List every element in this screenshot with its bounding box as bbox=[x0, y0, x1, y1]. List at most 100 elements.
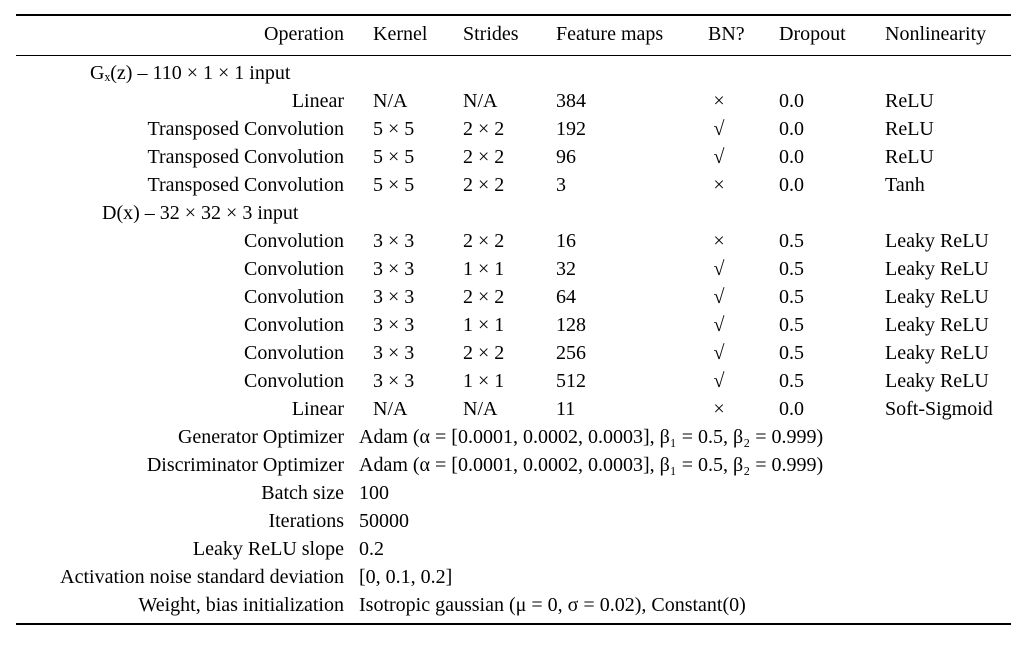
dropout-cell: 0.5 bbox=[779, 258, 804, 280]
operation-cell: Convolution bbox=[243, 342, 344, 364]
strides-cell: 1 × 1 bbox=[463, 370, 505, 392]
header-feature-maps: Feature maps bbox=[556, 23, 664, 45]
dropout-cell: 0.0 bbox=[779, 118, 804, 140]
nonlinearity-cell: Leaky ReLU bbox=[885, 258, 989, 280]
top-rule bbox=[16, 14, 1011, 16]
strides-cell: 2 × 2 bbox=[463, 174, 505, 196]
bn-cell: × bbox=[713, 90, 725, 112]
strides-cell: 2 × 2 bbox=[463, 230, 505, 252]
nonlinearity-cell: Soft-Sigmoid bbox=[885, 398, 993, 420]
strides-cell: 2 × 2 bbox=[463, 342, 505, 364]
feature-maps-cell: 512 bbox=[556, 370, 586, 392]
operation-cell: Linear bbox=[291, 398, 344, 420]
nonlinearity-cell: Leaky ReLU bbox=[885, 230, 989, 252]
bottom-rule bbox=[16, 623, 1011, 625]
bn-cell: √ bbox=[713, 146, 725, 168]
table-row: Convolution 3 × 3 1 × 1 512 √ 0.5 Leaky … bbox=[0, 367, 1024, 395]
dropout-cell: 0.5 bbox=[779, 230, 804, 252]
table-row: Transposed Convolution 5 × 5 2 × 2 96 √ … bbox=[0, 143, 1024, 171]
table-row: Convolution 3 × 3 2 × 2 64 √ 0.5 Leaky R… bbox=[0, 283, 1024, 311]
setting-value: Isotropic gaussian (μ = 0, σ = 0.02), Co… bbox=[359, 594, 746, 616]
table-row: Convolution 3 × 3 2 × 2 16 × 0.5 Leaky R… bbox=[0, 227, 1024, 255]
setting-label: Iterations bbox=[268, 510, 344, 532]
header-operation: Operation bbox=[264, 23, 344, 45]
feature-maps-cell: 128 bbox=[556, 314, 586, 336]
feature-maps-cell: 16 bbox=[556, 230, 576, 252]
operation-cell: Transposed Convolution bbox=[147, 146, 344, 168]
bn-cell: × bbox=[713, 230, 725, 252]
setting-value: 50000 bbox=[359, 510, 409, 532]
strides-cell: 1 × 1 bbox=[463, 314, 505, 336]
kernel-cell: 5 × 5 bbox=[373, 118, 415, 140]
strides-cell: 2 × 2 bbox=[463, 146, 505, 168]
dropout-cell: 0.0 bbox=[779, 174, 804, 196]
operation-cell: Linear bbox=[291, 90, 344, 112]
settings-row-iterations: Iterations 50000 bbox=[0, 507, 1024, 535]
table-row: Convolution 3 × 3 1 × 1 128 √ 0.5 Leaky … bbox=[0, 311, 1024, 339]
setting-value: 0.2 bbox=[359, 538, 384, 560]
bn-cell: × bbox=[713, 174, 725, 196]
header-strides: Strides bbox=[463, 23, 519, 45]
kernel-cell: 3 × 3 bbox=[373, 370, 415, 392]
kernel-cell: 5 × 5 bbox=[373, 146, 415, 168]
table-row: Linear N/A N/A 384 × 0.0 ReLU bbox=[0, 87, 1024, 115]
nonlinearity-cell: ReLU bbox=[885, 90, 934, 112]
setting-value: Adam (α = [0.0001, 0.0002, 0.0003], β₁ =… bbox=[359, 454, 824, 476]
header-rule bbox=[16, 55, 1011, 56]
kernel-cell: N/A bbox=[373, 398, 408, 420]
dropout-cell: 0.5 bbox=[779, 370, 804, 392]
table-row: Transposed Convolution 5 × 5 2 × 2 192 √… bbox=[0, 115, 1024, 143]
discriminator-section-row: D(x) – 32 × 32 × 3 input bbox=[0, 199, 1024, 227]
nonlinearity-cell: Leaky ReLU bbox=[885, 370, 989, 392]
dropout-cell: 0.5 bbox=[779, 314, 804, 336]
kernel-cell: 3 × 3 bbox=[373, 342, 415, 364]
setting-label: Activation noise standard deviation bbox=[60, 566, 344, 588]
settings-row-initialization: Weight, bias initialization Isotropic ga… bbox=[0, 591, 1024, 619]
settings-row-generator-optimizer: Generator Optimizer Adam (α = [0.0001, 0… bbox=[0, 423, 1024, 451]
header-kernel: Kernel bbox=[373, 23, 428, 45]
table-row: Transposed Convolution 5 × 5 2 × 2 3 × 0… bbox=[0, 171, 1024, 199]
feature-maps-cell: 64 bbox=[556, 286, 576, 308]
operation-cell: Transposed Convolution bbox=[147, 118, 344, 140]
nonlinearity-cell: ReLU bbox=[885, 146, 934, 168]
setting-label: Batch size bbox=[261, 482, 344, 504]
setting-label: Discriminator Optimizer bbox=[146, 454, 344, 476]
operation-cell: Convolution bbox=[243, 230, 344, 252]
header-row: Operation Kernel Strides Feature maps BN… bbox=[0, 16, 1024, 52]
nonlinearity-cell: ReLU bbox=[885, 118, 934, 140]
nonlinearity-cell: Leaky ReLU bbox=[885, 314, 989, 336]
generator-section-row: Gₓ(z) – 110 × 1 × 1 input bbox=[0, 59, 1024, 87]
feature-maps-cell: 32 bbox=[556, 258, 576, 280]
feature-maps-cell: 384 bbox=[556, 90, 586, 112]
bn-cell: √ bbox=[713, 342, 725, 364]
setting-label: Generator Optimizer bbox=[177, 426, 344, 448]
strides-cell: 1 × 1 bbox=[463, 258, 505, 280]
bn-cell: × bbox=[713, 398, 725, 420]
operation-cell: Convolution bbox=[243, 258, 344, 280]
feature-maps-cell: 11 bbox=[556, 398, 576, 420]
table-row: Linear N/A N/A 11 × 0.0 Soft-Sigmoid bbox=[0, 395, 1024, 423]
bn-cell: √ bbox=[713, 370, 725, 392]
nonlinearity-cell: Leaky ReLU bbox=[885, 286, 989, 308]
dropout-cell: 0.0 bbox=[779, 90, 804, 112]
table-row: Convolution 3 × 3 1 × 1 32 √ 0.5 Leaky R… bbox=[0, 255, 1024, 283]
header-dropout: Dropout bbox=[779, 23, 846, 45]
bn-cell: √ bbox=[713, 118, 725, 140]
kernel-cell: 3 × 3 bbox=[373, 230, 415, 252]
kernel-cell: 3 × 3 bbox=[373, 286, 415, 308]
kernel-cell: 3 × 3 bbox=[373, 314, 415, 336]
strides-cell: N/A bbox=[463, 398, 498, 420]
settings-row-activation-noise: Activation noise standard deviation [0, … bbox=[0, 563, 1024, 591]
header-nonlinearity: Nonlinearity bbox=[885, 23, 987, 45]
nonlinearity-cell: Tanh bbox=[885, 174, 925, 196]
settings-row-batch-size: Batch size 100 bbox=[0, 479, 1024, 507]
header-bn: BN? bbox=[708, 23, 745, 45]
kernel-cell: N/A bbox=[373, 90, 408, 112]
feature-maps-cell: 96 bbox=[556, 146, 576, 168]
strides-cell: 2 × 2 bbox=[463, 118, 505, 140]
strides-cell: 2 × 2 bbox=[463, 286, 505, 308]
setting-value: Adam (α = [0.0001, 0.0002, 0.0003], β₁ =… bbox=[359, 426, 824, 448]
dropout-cell: 0.5 bbox=[779, 342, 804, 364]
kernel-cell: 5 × 5 bbox=[373, 174, 415, 196]
setting-value: [0, 0.1, 0.2] bbox=[359, 566, 453, 588]
